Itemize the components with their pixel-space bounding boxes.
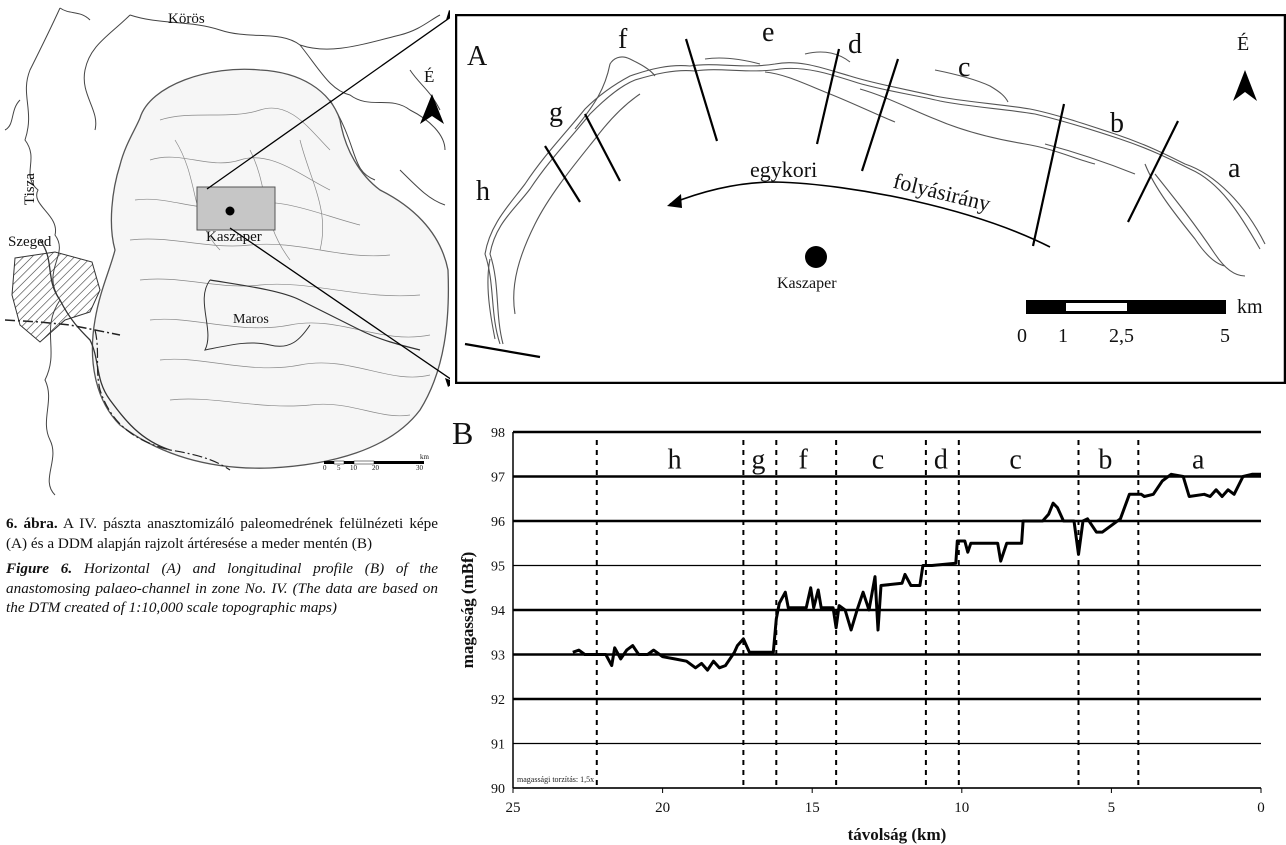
town-label: Kaszaper bbox=[777, 275, 837, 292]
segment-label-e: e bbox=[762, 17, 775, 48]
scale-a-unit: km bbox=[1237, 296, 1263, 318]
caption-hu-label: 6. ábra. bbox=[6, 515, 58, 532]
x-tick-label-25: 25 bbox=[506, 800, 521, 816]
exaggeration-note: magassági torzítás: 1,5x bbox=[517, 775, 594, 784]
x-tick-label-20: 20 bbox=[655, 800, 670, 816]
maros-label: Maros bbox=[233, 312, 269, 327]
segment-label-g-1: g bbox=[751, 445, 765, 476]
y-tick-label-91: 91 bbox=[491, 738, 505, 753]
panel-a-label: A bbox=[467, 41, 488, 72]
x-tick-label-15: 15 bbox=[805, 800, 820, 816]
scale-a-tick-0: 0 bbox=[1017, 325, 1027, 347]
scale-tick-30: 30 bbox=[416, 464, 423, 472]
segment-label-c-3: c bbox=[872, 445, 884, 476]
segment-label-a-7: a bbox=[1192, 445, 1205, 476]
scale-tick-10: 10 bbox=[350, 464, 357, 472]
x-axis-title: távolság (km) bbox=[848, 825, 947, 844]
scale-a-tick-2-5: 2,5 bbox=[1109, 325, 1134, 347]
segment-label-h-0: h bbox=[668, 445, 682, 476]
scale-tick-0: 0 bbox=[323, 464, 327, 472]
y-tick-label-97: 97 bbox=[491, 471, 505, 486]
y-tick-label-90: 90 bbox=[491, 782, 505, 797]
y-tick-label-96: 96 bbox=[491, 515, 505, 530]
y-tick-label-94: 94 bbox=[491, 604, 505, 619]
overview-map-drawing bbox=[4, 7, 450, 496]
scale-tick-20: 20 bbox=[372, 464, 379, 472]
caption-hu-text: A IV. pászta anasztomizáló paleomed­réne… bbox=[6, 515, 438, 552]
kaszaper-label: Kaszaper bbox=[206, 229, 262, 245]
caption-en-text: Horizontal (A) and longitudinal profile … bbox=[6, 560, 438, 616]
segment-label-a: a bbox=[1228, 153, 1241, 184]
caption-english: Figure 6. Horizontal (A) and longitudina… bbox=[6, 559, 438, 618]
x-tick-label-0: 0 bbox=[1257, 800, 1265, 816]
koros-label: Körös bbox=[168, 11, 205, 27]
szeged-label: Szeged bbox=[8, 234, 52, 250]
panel-a: A É a b c d e f g h egykori folyásirány … bbox=[455, 14, 1286, 384]
overview-map: Körös Tisza Szeged Kaszaper Maros É 0 5 … bbox=[0, 0, 450, 500]
segment-label-h: h bbox=[476, 176, 490, 207]
x-tick-label-5: 5 bbox=[1108, 800, 1116, 816]
segment-label-f-2: f bbox=[799, 445, 809, 476]
segment-label-c: c bbox=[958, 52, 971, 83]
scale-a-tick-5: 5 bbox=[1220, 325, 1230, 347]
caption-en-label: Figure 6. bbox=[6, 560, 73, 577]
panel-a-drawing bbox=[455, 14, 1286, 384]
y-tick-label-92: 92 bbox=[491, 693, 505, 708]
y-tick-label-98: 98 bbox=[491, 426, 505, 441]
scale-a-tick-1: 1 bbox=[1058, 325, 1068, 347]
panel-b-label: B bbox=[452, 415, 474, 451]
tisza-label: Tisza bbox=[22, 173, 38, 205]
north-label: É bbox=[424, 67, 435, 86]
segment-label-b-6: b bbox=[1098, 445, 1112, 476]
profile-line bbox=[572, 472, 1261, 672]
segment-label-d: d bbox=[848, 29, 862, 60]
segment-label-b: b bbox=[1110, 108, 1124, 139]
y-tick-label-95: 95 bbox=[491, 560, 505, 575]
y-tick-label-93: 93 bbox=[491, 649, 505, 664]
north-label-a: É bbox=[1237, 33, 1250, 55]
flow-label-egykori: egykori bbox=[750, 157, 818, 182]
figure-caption: 6. ábra. A IV. pászta anasztomizáló pale… bbox=[6, 514, 438, 624]
segment-label-g: g bbox=[549, 97, 563, 128]
segment-label-d-4: d bbox=[934, 445, 948, 476]
segment-label-f: f bbox=[618, 24, 628, 55]
scale-tick-5: 5 bbox=[337, 464, 341, 472]
scale-unit: km bbox=[420, 453, 429, 461]
segment-label-c-5: c bbox=[1009, 445, 1021, 476]
y-axis-title: magasság (mBf) bbox=[458, 552, 477, 669]
caption-hungarian: 6. ábra. A IV. pászta anasztomizáló pale… bbox=[6, 514, 438, 553]
x-tick-label-10: 10 bbox=[954, 800, 969, 816]
